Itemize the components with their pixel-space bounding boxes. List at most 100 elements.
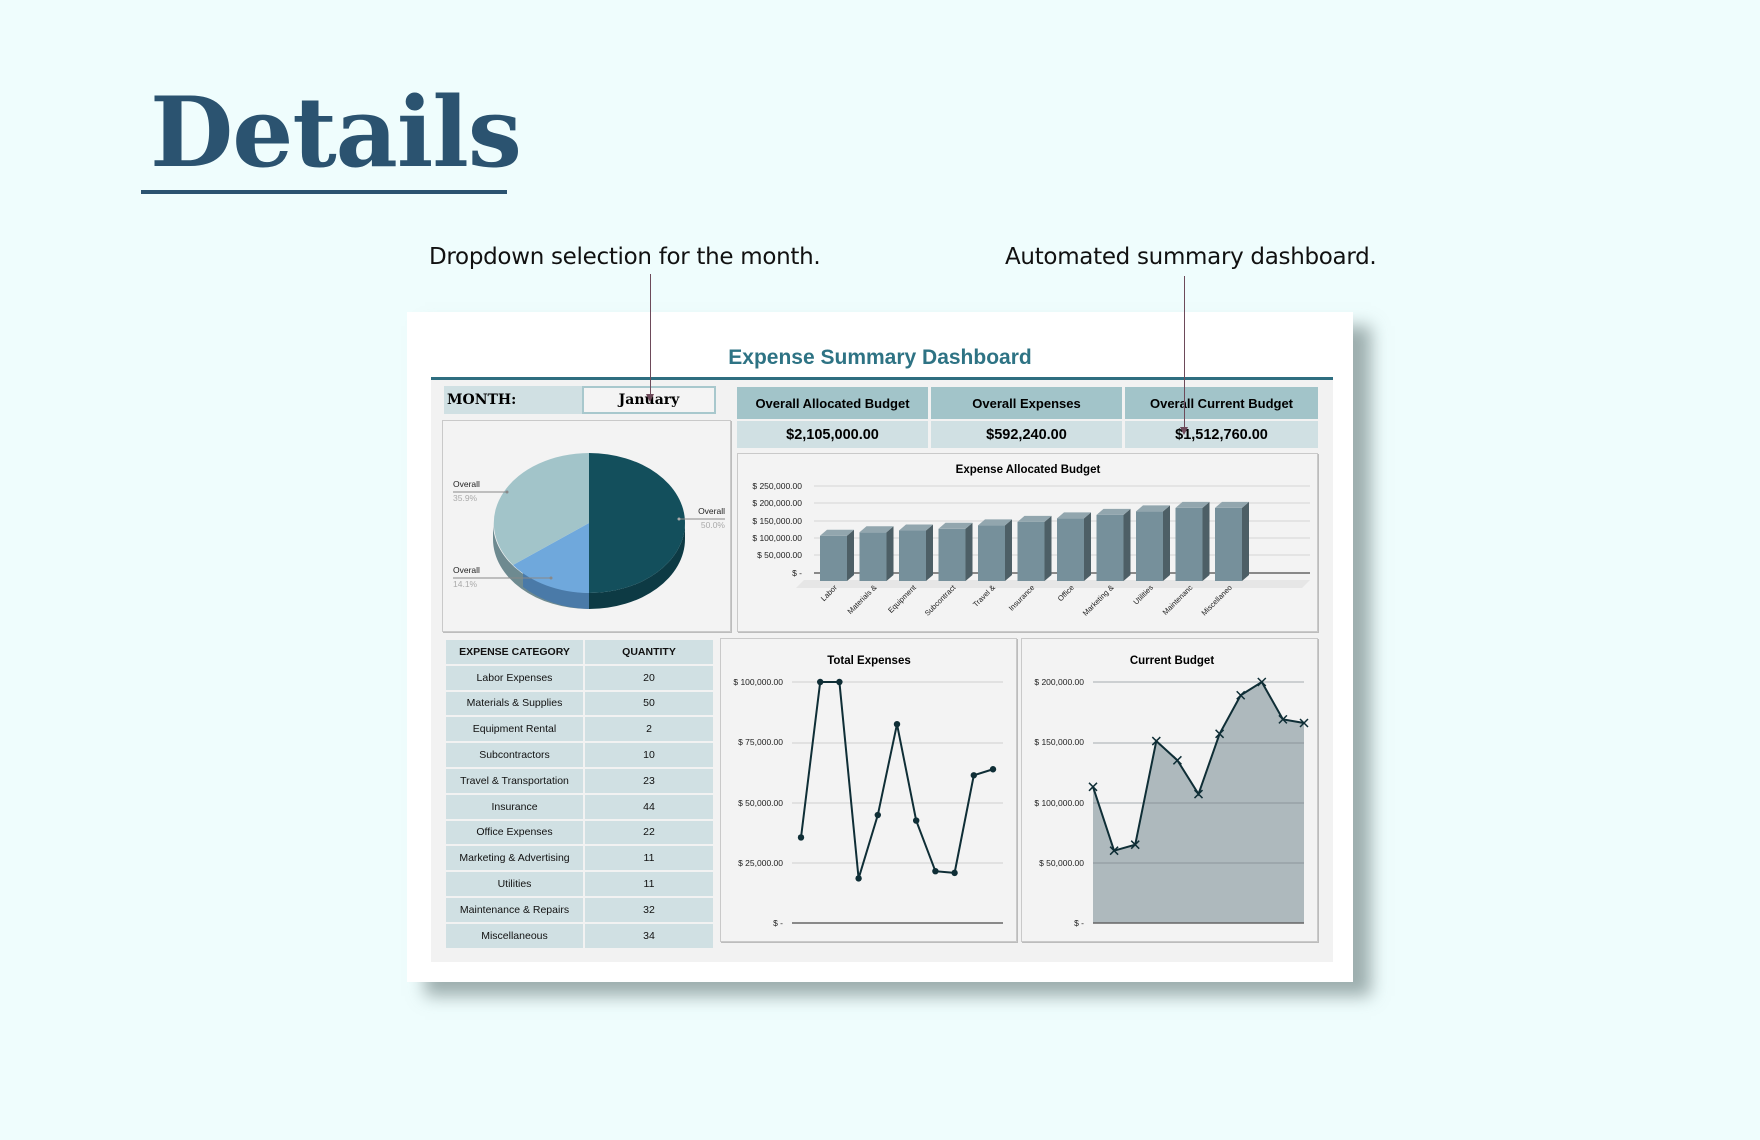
data-point[interactable] xyxy=(1236,690,1246,700)
data-point[interactable] xyxy=(893,720,901,728)
annotation-dropdown: Dropdown selection for the month. xyxy=(429,244,821,270)
svg-text:$ 250,000.00: $ 250,000.00 xyxy=(752,481,802,491)
bar[interactable] xyxy=(1096,514,1124,581)
data-point[interactable] xyxy=(1109,846,1119,856)
table-row: Utilities 11 xyxy=(446,872,713,896)
title-underline xyxy=(141,190,507,194)
svg-text:$ 200,000.00: $ 200,000.00 xyxy=(752,498,802,508)
bar-series xyxy=(820,501,1249,581)
page-title: Details xyxy=(150,76,522,189)
bar-category-label: Marketing & xyxy=(1081,583,1116,618)
bar[interactable] xyxy=(1215,507,1242,581)
header-expense-category: EXPENSE CATEGORY xyxy=(446,640,583,664)
svg-text:$ 50,000.00: $ 50,000.00 xyxy=(757,550,802,560)
area-chart-current-budget: Current Budget $ 200,000.00 $ 150,000.00… xyxy=(1034,655,1309,928)
data-point[interactable] xyxy=(1172,755,1182,765)
bar-y-axis: $ 250,000.00 $ 200,000.00 $ 150,000.00 $… xyxy=(752,481,802,578)
table-header-row: EXPENSE CATEGORY QUANTITY xyxy=(446,640,713,664)
total-expenses-title: Total Expenses xyxy=(827,655,911,667)
bar-chart-title: Expense Allocated Budget xyxy=(956,464,1101,476)
bar[interactable] xyxy=(978,525,1005,581)
quantity-cell: 34 xyxy=(585,923,713,948)
bar[interactable] xyxy=(1017,521,1045,581)
pie-slice-dark[interactable] xyxy=(589,453,685,593)
data-point[interactable] xyxy=(1215,729,1225,739)
callout-line-dropdown xyxy=(650,274,651,398)
table-row: Insurance 44 xyxy=(446,794,713,819)
data-point[interactable] xyxy=(855,875,862,882)
svg-text:$ 75,000.00: $ 75,000.00 xyxy=(738,737,783,747)
data-point[interactable] xyxy=(932,867,939,875)
month-dropdown[interactable]: January xyxy=(582,386,716,414)
data-point[interactable] xyxy=(1130,840,1140,850)
data-point[interactable] xyxy=(951,869,958,877)
header-quantity: QUANTITY xyxy=(585,640,713,664)
data-point[interactable] xyxy=(797,834,805,841)
annotation-summary: Automated summary dashboard. xyxy=(1005,244,1377,270)
line-chart-total-expenses: Total Expenses $ 100,000.00 $ 75,000.00 … xyxy=(733,655,1003,928)
bar[interactable] xyxy=(1057,518,1084,581)
category-cell: Maintenance & Repairs xyxy=(446,897,583,922)
bar[interactable] xyxy=(938,528,966,581)
category-cell: Equipment Rental xyxy=(446,717,583,742)
data-point[interactable] xyxy=(913,817,920,824)
quantity-cell: 50 xyxy=(585,691,713,716)
data-point[interactable] xyxy=(817,678,824,686)
data-point[interactable] xyxy=(1151,736,1161,746)
quantity-cell: 20 xyxy=(585,665,713,690)
bar[interactable] xyxy=(1175,507,1203,581)
pie-depth xyxy=(493,523,685,609)
data-point[interactable] xyxy=(989,766,997,773)
bar[interactable] xyxy=(859,532,887,581)
summary-header-expenses: Overall Expenses xyxy=(931,387,1122,419)
category-cell: Insurance xyxy=(446,794,583,819)
pie-slice-light[interactable] xyxy=(493,453,589,565)
category-cell: Labor Expenses xyxy=(446,665,583,690)
total-expenses-series xyxy=(797,678,997,882)
pie-slice-blue[interactable] xyxy=(513,523,589,593)
budget-gridlines xyxy=(1093,681,1304,864)
data-point[interactable] xyxy=(1193,789,1204,799)
data-point[interactable] xyxy=(1257,677,1267,687)
data-point[interactable] xyxy=(874,811,881,819)
svg-text:$ 50,000.00: $ 50,000.00 xyxy=(1039,858,1084,868)
pie-chart-panel: Overall 35.9% Overall 14.1% Overall 50.0… xyxy=(442,420,731,632)
svg-text:$ 25,000.00: $ 25,000.00 xyxy=(738,858,783,868)
svg-text:$ 100,000.00: $ 100,000.00 xyxy=(733,677,783,687)
total-y-axis: $ 100,000.00 $ 75,000.00 $ 50,000.00 $ 2… xyxy=(733,677,783,928)
quantity-cell: 22 xyxy=(585,820,713,845)
summary-header-allocated: Overall Allocated Budget xyxy=(737,387,928,419)
quantity-cell: 2 xyxy=(585,717,713,742)
quantity-cell: 10 xyxy=(585,743,713,767)
bar[interactable] xyxy=(820,535,847,581)
summary-value-current: $1,512,760.00 xyxy=(1125,421,1318,448)
expense-quantity-table: EXPENSE CATEGORY QUANTITY Labor Expenses… xyxy=(444,638,715,950)
svg-text:$ -: $ - xyxy=(1074,918,1084,928)
summary-value-expenses: $592,240.00 xyxy=(931,421,1122,448)
total-gridlines xyxy=(792,681,1003,864)
callout-arrow-summary xyxy=(1180,427,1188,435)
pie-chart: Overall 35.9% Overall 14.1% Overall 50.0… xyxy=(453,453,725,609)
table-row: Maintenance & Repairs 32 xyxy=(446,897,713,922)
bar[interactable] xyxy=(899,530,926,581)
data-point[interactable] xyxy=(970,772,977,779)
svg-text:$ 100,000.00: $ 100,000.00 xyxy=(1034,798,1084,808)
pie-label-light: Overall xyxy=(453,479,480,489)
category-cell: Marketing & Advertising xyxy=(446,846,583,871)
bar-category-label: Miscellaneo xyxy=(1200,583,1234,617)
category-cell: Subcontractors xyxy=(446,743,583,767)
table-row: Equipment Rental 2 xyxy=(446,717,713,742)
svg-text:$ 100,000.00: $ 100,000.00 xyxy=(752,533,802,543)
quantity-cell: 11 xyxy=(585,846,713,871)
category-cell: Office Expenses xyxy=(446,820,583,845)
data-point[interactable] xyxy=(836,678,843,686)
data-point[interactable] xyxy=(1299,718,1309,728)
bar[interactable] xyxy=(1136,511,1163,581)
data-point[interactable] xyxy=(1278,714,1288,724)
callout-line-summary xyxy=(1184,276,1185,431)
data-point[interactable] xyxy=(1088,782,1098,792)
bar-chart-panel: Expense Allocated Budget $ 250,000.00 $ … xyxy=(737,453,1318,632)
total-expenses-panel: Total Expenses $ 100,000.00 $ 75,000.00 … xyxy=(720,638,1017,942)
current-budget-panel: Current Budget $ 200,000.00 $ 150,000.00… xyxy=(1021,638,1318,942)
budget-y-axis: $ 200,000.00 $ 150,000.00 $ 100,000.00 $… xyxy=(1034,677,1084,928)
